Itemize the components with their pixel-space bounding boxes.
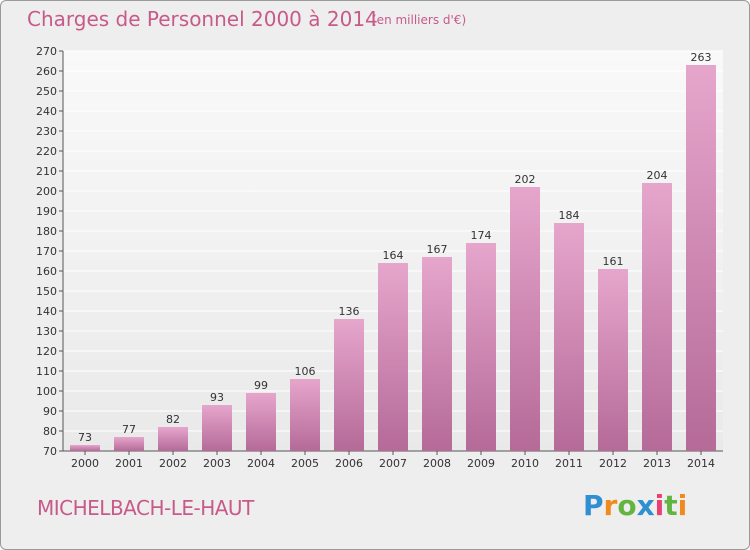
bar-value-label: 161 <box>603 255 624 268</box>
bar-value-label: 106 <box>295 365 316 378</box>
bar <box>114 437 144 451</box>
bar <box>554 223 584 451</box>
bar-value-label: 77 <box>122 423 136 436</box>
bar <box>378 263 408 451</box>
y-tick-label: 70 <box>43 445 57 458</box>
x-tick-label: 2005 <box>291 457 319 470</box>
y-tick-label: 210 <box>36 165 57 178</box>
bar-value-label: 204 <box>647 169 668 182</box>
y-tick-label: 220 <box>36 145 57 158</box>
y-tick-label: 180 <box>36 225 57 238</box>
proxiti-logo[interactable]: Proxiti <box>583 489 688 522</box>
y-tick-label: 80 <box>43 425 57 438</box>
x-tick-label: 2000 <box>71 457 99 470</box>
y-tick-label: 130 <box>36 325 57 338</box>
x-tick-label: 2011 <box>555 457 583 470</box>
x-tick-label: 2012 <box>599 457 627 470</box>
bar <box>598 269 628 451</box>
bar <box>422 257 452 451</box>
bar <box>290 379 320 451</box>
y-tick-label: 160 <box>36 265 57 278</box>
bar-value-label: 164 <box>383 249 404 262</box>
bar-value-label: 73 <box>78 431 92 444</box>
y-tick-label: 170 <box>36 245 57 258</box>
y-tick-label: 90 <box>43 405 57 418</box>
y-tick-label: 270 <box>36 45 57 58</box>
bar <box>202 405 232 451</box>
x-tick-label: 2006 <box>335 457 363 470</box>
bar <box>642 183 672 451</box>
x-tick-label: 2002 <box>159 457 187 470</box>
commune-name: MICHELBACH-LE-HAUT <box>37 496 254 520</box>
bar <box>334 319 364 451</box>
bar-value-label: 167 <box>427 243 448 256</box>
chart-subtitle: (en milliers d'€) <box>372 13 467 27</box>
x-tick-label: 2004 <box>247 457 275 470</box>
y-tick-label: 110 <box>36 365 57 378</box>
bar-value-label: 99 <box>254 379 268 392</box>
x-tick-label: 2001 <box>115 457 143 470</box>
bar-value-label: 202 <box>515 173 536 186</box>
y-tick-label: 100 <box>36 385 57 398</box>
y-tick-label: 150 <box>36 285 57 298</box>
x-tick-label: 2008 <box>423 457 451 470</box>
bar-value-label: 263 <box>691 51 712 64</box>
bar-value-label: 174 <box>471 229 492 242</box>
y-tick-label: 230 <box>36 125 57 138</box>
bar <box>246 393 276 451</box>
bar <box>686 65 716 451</box>
y-tick-label: 200 <box>36 185 57 198</box>
y-tick-label: 120 <box>36 345 57 358</box>
bar-value-label: 93 <box>210 391 224 404</box>
x-tick-label: 2013 <box>643 457 671 470</box>
bar <box>466 243 496 451</box>
x-tick-label: 2003 <box>203 457 231 470</box>
y-tick-label: 250 <box>36 85 57 98</box>
x-tick-label: 2014 <box>687 457 715 470</box>
x-tick-label: 2009 <box>467 457 495 470</box>
y-tick-label: 140 <box>36 305 57 318</box>
y-tick-label: 260 <box>36 65 57 78</box>
y-tick-label: 190 <box>36 205 57 218</box>
y-tick-label: 240 <box>36 105 57 118</box>
bar-value-label: 82 <box>166 413 180 426</box>
chart-title: Charges de Personnel 2000 à 2014 <box>27 7 378 31</box>
bar <box>70 445 100 451</box>
bar <box>158 427 188 451</box>
x-tick-label: 2010 <box>511 457 539 470</box>
bar-value-label: 184 <box>559 209 580 222</box>
x-tick-label: 2007 <box>379 457 407 470</box>
bar <box>510 187 540 451</box>
bar-value-label: 136 <box>339 305 360 318</box>
